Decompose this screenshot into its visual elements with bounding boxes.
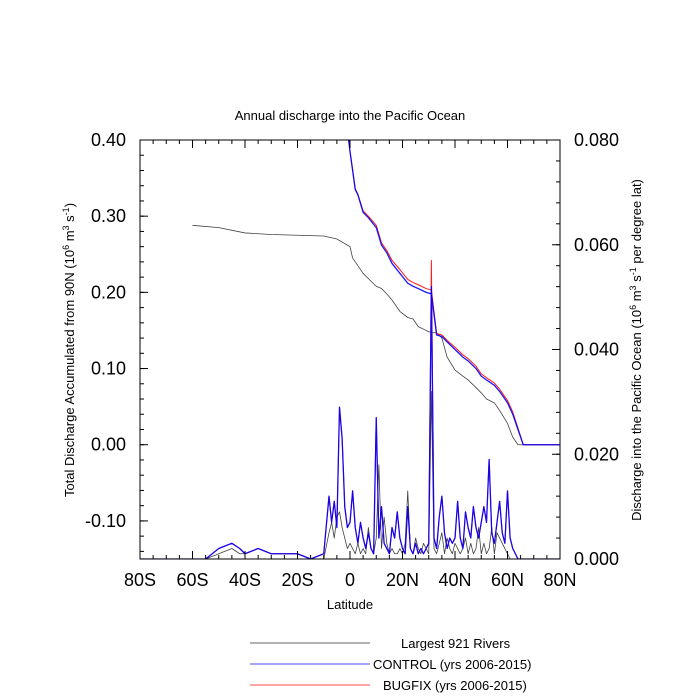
x-tick-label: 60S — [176, 570, 208, 590]
y-right-tick-label: 0.000 — [574, 549, 619, 569]
series-group — [140, 140, 560, 559]
x-tick-label: 40S — [229, 570, 261, 590]
x-tick-label: 20S — [281, 570, 313, 590]
x-tick-label: 20N — [386, 570, 419, 590]
x-axis-ticks: 80S 60S 40S 20S 0 20N 40N 60N 80N — [124, 140, 577, 590]
series-line-bugfix-right — [140, 259, 560, 559]
series-line-bugfix-left — [348, 140, 560, 446]
chart-title: Annual discharge into the Pacific Ocean — [235, 108, 466, 123]
x-tick-label: 80N — [543, 570, 576, 590]
series-line-rivers-right — [140, 390, 560, 559]
x-axis-label: Latitude — [327, 597, 373, 612]
x-tick-label: 60N — [491, 570, 524, 590]
x-tick-label: 80S — [124, 570, 156, 590]
y-right-tick-label: 0.020 — [574, 444, 619, 464]
y-left-tick-label: 0.10 — [91, 359, 126, 379]
x-tick-label: 0 — [345, 570, 355, 590]
plot-area — [139, 139, 561, 560]
y-right-tick-label: 0.040 — [574, 340, 619, 360]
series-line-control-left — [348, 140, 560, 446]
y-left-axis-ticks: 0.40 0.30 0.20 0.10 0.00 -0.10 — [85, 130, 148, 552]
legend-label-control: CONTROL (yrs 2006-2015) — [373, 657, 531, 672]
y-left-tick-label: 0.30 — [91, 206, 126, 226]
series-line-control-right — [140, 285, 560, 559]
y-right-tick-label: 0.080 — [574, 130, 619, 150]
y-left-tick-label: 0.00 — [91, 435, 126, 455]
y-left-tick-label: -0.10 — [85, 511, 126, 531]
legend-label-rivers: Largest 921 Rivers — [401, 636, 511, 651]
plot-frame — [139, 139, 561, 560]
y-left-tick-label: 0.20 — [91, 282, 126, 302]
y-left-axis-label: Total Discharge Accumulated from 90N (10… — [61, 203, 77, 497]
x-tick-label: 40N — [438, 570, 471, 590]
y-right-axis-ticks: 0.080 0.060 0.040 0.020 0.000 — [552, 130, 619, 569]
y-left-tick-label: 0.40 — [91, 130, 126, 150]
y-right-tick-label: 0.060 — [574, 235, 619, 255]
y-right-axis-label: Discharge into the Pacific Ocean (106 m3… — [628, 179, 644, 521]
legend-label-bugfix: BUGFIX (yrs 2006-2015) — [383, 678, 527, 693]
series-line-rivers-left — [192, 224, 560, 446]
legend: Largest 921 Rivers CONTROL (yrs 2006-201… — [250, 636, 531, 693]
